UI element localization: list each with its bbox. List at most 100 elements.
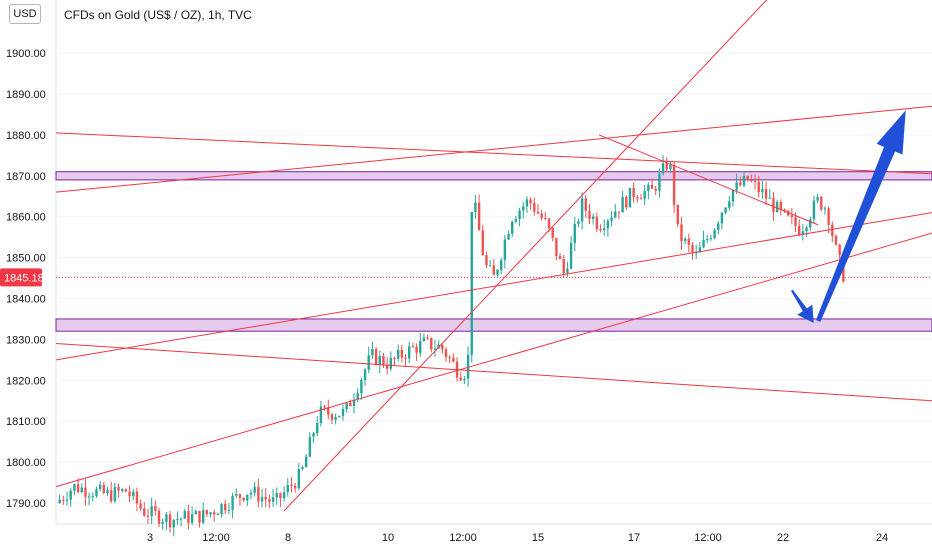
candle-body — [698, 247, 702, 253]
candle-body — [636, 197, 639, 199]
candle-body — [157, 510, 161, 524]
candle-body — [209, 512, 212, 515]
candle-body — [735, 182, 738, 191]
candle-body — [190, 514, 194, 523]
candle-body — [433, 348, 437, 350]
candle-body — [69, 490, 72, 500]
candle-body — [419, 341, 422, 353]
candle-body — [334, 417, 337, 420]
x-tick-label: 8 — [285, 532, 291, 544]
candle-body — [257, 486, 260, 502]
candle-body — [84, 487, 87, 497]
candle-body — [485, 255, 488, 266]
candle-body — [316, 422, 319, 434]
candle-body — [198, 510, 201, 523]
candle-body — [621, 196, 624, 213]
candle-body — [231, 495, 234, 510]
x-axis[interactable]: 3 12:00 8 10 12:00 15 17 12:00 22 24 — [147, 532, 888, 544]
candle-body — [371, 348, 374, 356]
candle-body — [533, 203, 536, 212]
x-tick-label: 12:00 — [449, 532, 477, 544]
candle-body — [672, 164, 676, 205]
candle-body — [260, 496, 264, 502]
y-tick-label: 1850.00 — [6, 253, 46, 265]
candle-body — [220, 503, 223, 514]
candle-body — [503, 239, 507, 261]
candle-body — [720, 212, 724, 224]
x-tick-label: 10 — [382, 532, 394, 544]
candle-body — [249, 492, 253, 495]
candle-body — [304, 456, 308, 468]
x-tick-label: 3 — [147, 532, 153, 544]
trendline — [283, 0, 768, 512]
x-tick-label: 12:00 — [202, 532, 230, 544]
candle-body — [768, 197, 771, 199]
candle-body — [323, 406, 326, 408]
trendline — [55, 342, 932, 402]
candle-body — [253, 486, 256, 493]
candle-body — [838, 244, 841, 255]
candle-body — [422, 337, 426, 342]
candle-body — [518, 210, 521, 219]
candle-body — [650, 184, 654, 189]
y-axis[interactable]: 1790.00 1800.00 1810.00 1820.00 1830.00 1840.… — [6, 48, 46, 510]
candle-body — [728, 201, 731, 208]
candle-body — [132, 491, 135, 497]
candle-body — [121, 489, 124, 491]
candle-body — [529, 199, 532, 204]
candle-body — [753, 180, 757, 182]
candle-body — [691, 244, 694, 253]
candle-body — [356, 393, 359, 400]
candle-body — [742, 176, 746, 186]
candle-body — [525, 199, 529, 207]
candle-body — [706, 238, 709, 240]
candle-body — [444, 349, 448, 358]
candle-body — [382, 356, 385, 366]
candle-body — [404, 357, 407, 359]
candle-body — [154, 506, 157, 511]
candle-body — [143, 508, 146, 516]
y-tick-label: 1860.00 — [6, 212, 46, 224]
candle-body — [477, 202, 481, 231]
candle-body — [235, 494, 238, 496]
candle-body — [709, 238, 713, 240]
candle-body — [713, 229, 716, 239]
currency-badge[interactable]: USD — [9, 4, 41, 24]
candle-body — [312, 433, 315, 437]
candle-body — [816, 196, 819, 201]
candle-body — [452, 357, 455, 362]
candle-body — [654, 188, 657, 191]
candle-body — [775, 201, 779, 213]
candle-body — [687, 238, 691, 245]
candle-body — [393, 357, 396, 359]
current-price-tag: 1845.18 — [0, 268, 44, 287]
candle-body — [683, 238, 687, 242]
candle-body — [183, 511, 186, 519]
candle-body — [514, 218, 518, 222]
candle-body — [297, 469, 301, 489]
candle-body — [551, 228, 554, 238]
candle-body — [790, 215, 794, 218]
candle-body — [628, 187, 632, 208]
price-zone — [55, 318, 932, 332]
candle-body — [213, 512, 216, 515]
y-tick-label: 1790.00 — [6, 498, 46, 510]
candle-body — [345, 403, 348, 410]
candle-body — [150, 506, 153, 517]
candle-body — [352, 399, 356, 407]
candle-body — [146, 515, 150, 517]
candle-body — [271, 497, 275, 502]
candle-body — [224, 503, 227, 511]
candle-body — [669, 164, 672, 170]
candle-body — [632, 187, 635, 198]
x-tick-label: 15 — [532, 532, 544, 544]
candle-body — [385, 365, 389, 369]
y-tick-label: 1830.00 — [6, 334, 46, 346]
candle-body — [76, 484, 80, 493]
y-tick-label: 1880.00 — [6, 130, 46, 142]
candle-body — [827, 208, 830, 225]
candle-body — [577, 221, 580, 224]
candle-body — [73, 484, 76, 491]
